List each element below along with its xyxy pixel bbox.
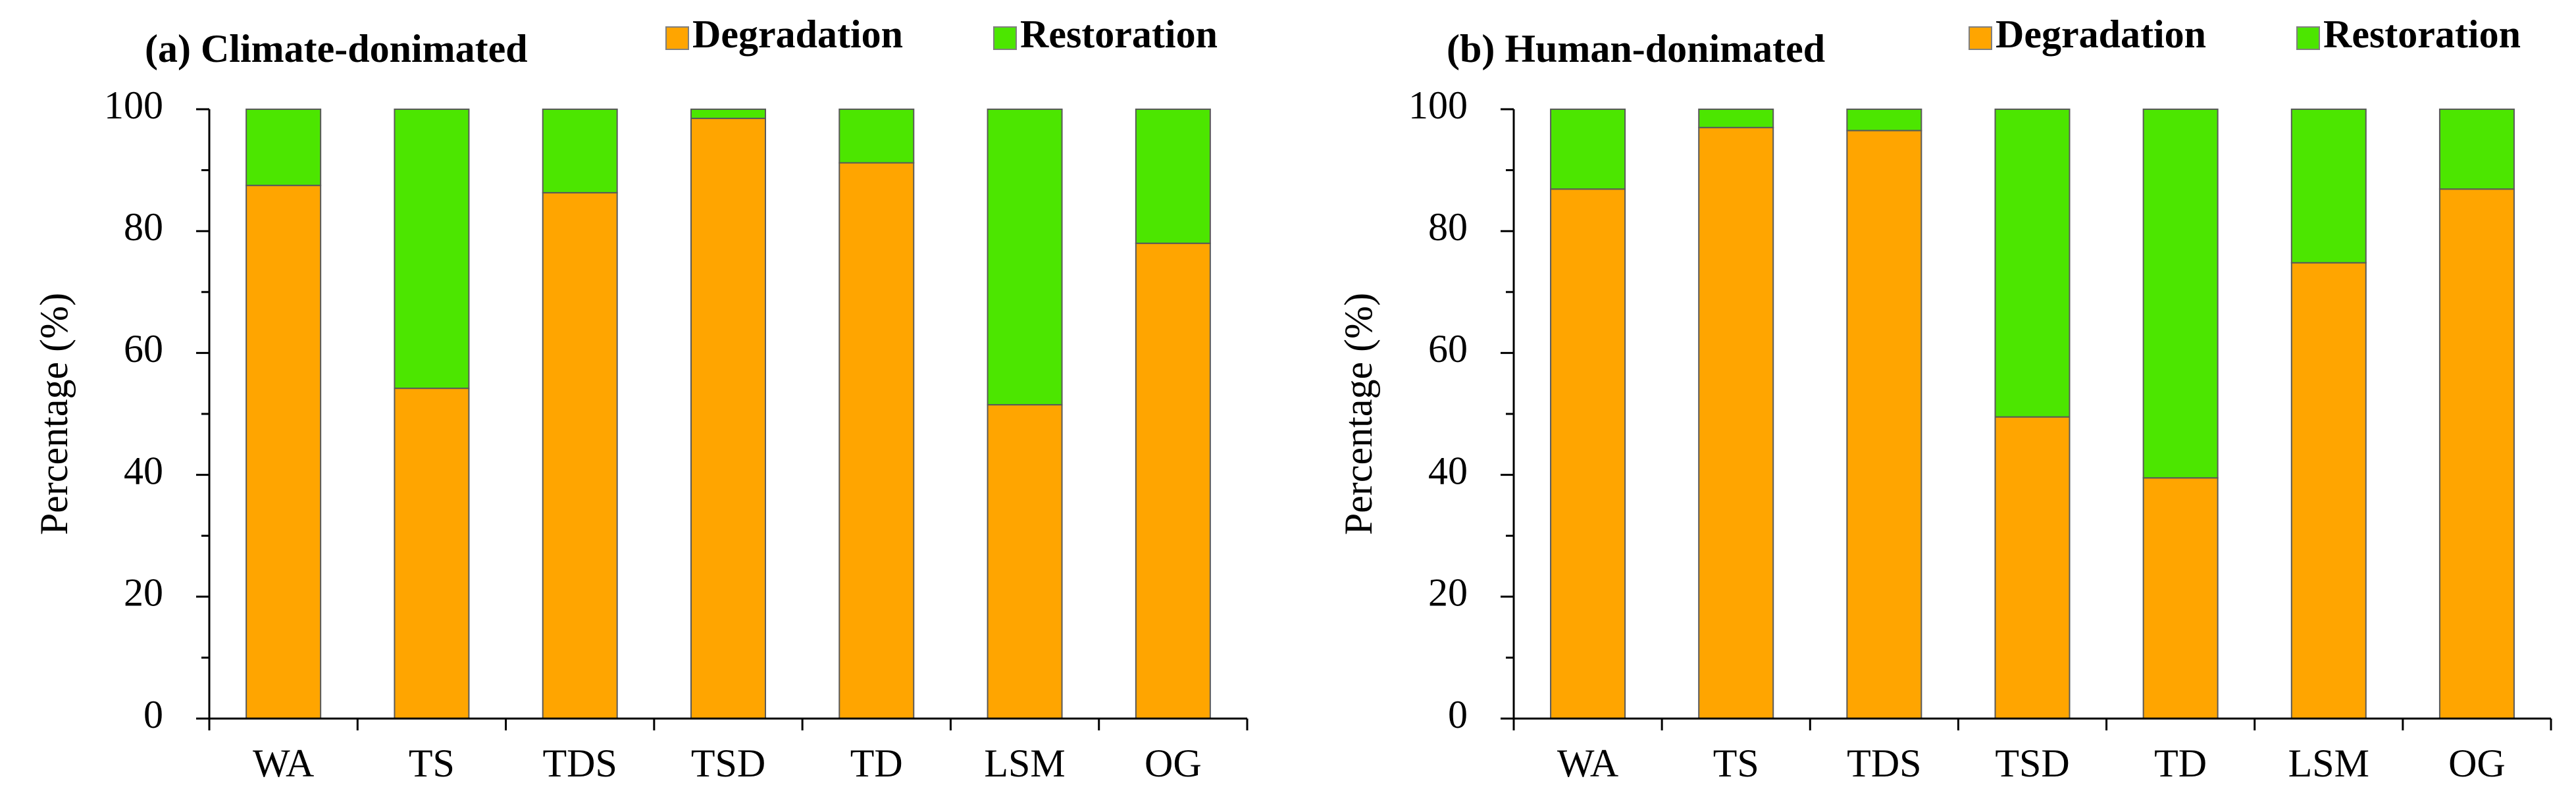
y-axis-title: Percentage (%) <box>32 293 76 535</box>
y-tick-label: 80 <box>124 205 163 249</box>
bar-degradation-lsm <box>2290 262 2367 719</box>
bar-restoration-wa <box>245 109 322 186</box>
bar-restoration-tsd <box>690 109 766 119</box>
chart-title: (b) Human-donimated <box>1447 27 1825 70</box>
bar-restoration-ts <box>1698 109 1774 128</box>
x-tick-label: TSD <box>1995 742 2069 785</box>
y-tick-label: 40 <box>124 449 163 492</box>
y-axis-title: Percentage (%) <box>1337 293 1380 535</box>
y-tick-label: 100 <box>104 84 163 127</box>
bar-degradation-wa <box>245 184 322 719</box>
bar-degradation-wa <box>1550 188 1626 719</box>
y-tick-label: 80 <box>1428 205 1468 249</box>
x-tick-label: LSM <box>984 742 1065 785</box>
bar-restoration-og <box>1135 109 1211 244</box>
legend-label-degradation: Degradation <box>692 13 903 56</box>
x-tick-label: LSM <box>2288 742 2369 785</box>
bar-degradation-tsd <box>690 117 766 719</box>
bar-restoration-lsm <box>2290 109 2367 264</box>
bar-restoration-td <box>838 109 915 164</box>
y-tick-label: 20 <box>124 571 163 615</box>
legend-swatch-restoration <box>993 26 1017 50</box>
legend-swatch-degradation <box>665 26 689 50</box>
y-tick-label: 100 <box>1408 84 1468 127</box>
y-tick-label: 0 <box>1448 693 1468 736</box>
legend-swatch-restoration <box>2296 26 2320 50</box>
y-tick-label: 20 <box>1428 571 1468 615</box>
bar-degradation-tsd <box>1994 416 2071 719</box>
bar-restoration-ts <box>394 109 470 390</box>
y-tick-label: 60 <box>124 327 163 370</box>
y-tick-label: 60 <box>1428 327 1468 370</box>
panel-climate-dominated: (a) Climate-donimated Degradation Restorat… <box>32 13 1249 785</box>
bar-restoration-lsm <box>987 109 1063 406</box>
legend-label-degradation: Degradation <box>1996 13 2206 56</box>
bar-degradation-tds <box>1846 130 1922 720</box>
x-tick-label: OG <box>2448 742 2506 785</box>
bar-restoration-tsd <box>1994 109 2071 418</box>
legend-label-restoration: Restoration <box>1020 13 1218 56</box>
x-tick-label: TS <box>409 742 455 785</box>
legend-swatch-degradation <box>1969 26 1992 50</box>
x-tick-label: TDS <box>543 742 617 785</box>
bar-degradation-lsm <box>987 404 1063 719</box>
bar-restoration-tds <box>542 109 618 193</box>
x-tick-label: WA <box>253 742 314 785</box>
bar-restoration-td <box>2142 109 2219 479</box>
bar-degradation-td <box>838 162 915 720</box>
x-tick-label: OG <box>1145 742 1202 785</box>
x-tick-label: TS <box>1713 742 1759 785</box>
bar-degradation-ts <box>394 388 470 719</box>
x-tick-label: WA <box>1557 742 1618 785</box>
bar-degradation-ts <box>1698 126 1774 719</box>
bar-degradation-og <box>2438 188 2515 719</box>
x-tick-label: TD <box>2154 742 2207 785</box>
panel-human-dominated: (b) Human-donimated Degradation Restoratio… <box>1337 13 2552 785</box>
legend-label-restoration: Restoration <box>2323 13 2521 56</box>
x-tick-label: TSD <box>691 742 765 785</box>
y-tick-label: 0 <box>143 693 163 736</box>
y-tick-label: 40 <box>1428 449 1468 492</box>
bar-restoration-og <box>2438 109 2515 190</box>
bar-degradation-og <box>1135 242 1211 720</box>
chart-title: (a) Climate-donimated <box>145 27 528 70</box>
bar-restoration-wa <box>1550 109 1626 190</box>
bar-restoration-tds <box>1846 109 1922 132</box>
bar-degradation-tds <box>542 191 618 719</box>
x-tick-label: TD <box>850 742 903 785</box>
x-tick-label: TDS <box>1847 742 1921 785</box>
bar-degradation-td <box>2142 477 2219 719</box>
